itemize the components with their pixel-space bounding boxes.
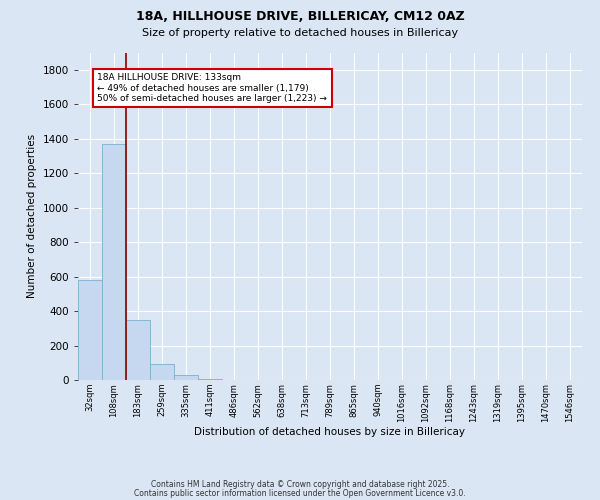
- Bar: [126, 320, 150, 380]
- Bar: [174, 375, 198, 380]
- Text: 18A, HILLHOUSE DRIVE, BILLERICAY, CM12 0AZ: 18A, HILLHOUSE DRIVE, BILLERICAY, CM12 0…: [136, 10, 464, 23]
- Text: 18A HILLHOUSE DRIVE: 133sqm
← 49% of detached houses are smaller (1,179)
50% of : 18A HILLHOUSE DRIVE: 133sqm ← 49% of det…: [97, 73, 327, 103]
- Bar: [78, 280, 102, 380]
- Bar: [102, 144, 126, 380]
- Bar: [198, 379, 222, 380]
- X-axis label: Distribution of detached houses by size in Billericay: Distribution of detached houses by size …: [194, 428, 466, 438]
- Text: Contains HM Land Registry data © Crown copyright and database right 2025.: Contains HM Land Registry data © Crown c…: [151, 480, 449, 489]
- Text: Contains public sector information licensed under the Open Government Licence v3: Contains public sector information licen…: [134, 488, 466, 498]
- Y-axis label: Number of detached properties: Number of detached properties: [27, 134, 37, 298]
- Bar: [150, 364, 174, 380]
- Text: Size of property relative to detached houses in Billericay: Size of property relative to detached ho…: [142, 28, 458, 38]
